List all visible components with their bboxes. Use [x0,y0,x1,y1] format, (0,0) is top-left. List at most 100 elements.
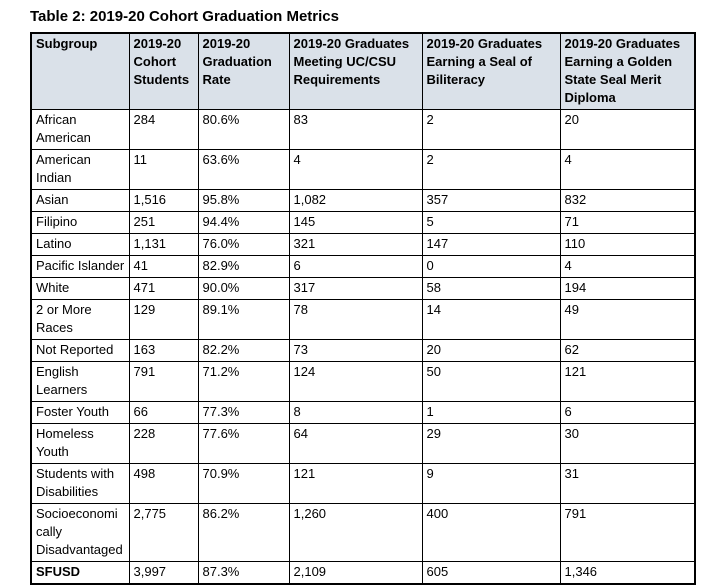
cell-cohort-students: 41 [128,255,199,278]
graduation-metrics-table: Subgroup 2019-20 Cohort Students 2019-20… [30,32,696,585]
cell-golden-state-seal: 1,346 [559,561,696,585]
cell-biliteracy-seal: 5 [421,211,561,234]
cell-uc-csu-graduates: 6 [288,255,423,278]
cell-subgroup: Foster Youth [30,401,130,424]
cell-subgroup: Pacific Islander [30,255,130,278]
cell-golden-state-seal: 791 [559,503,696,562]
col-header-graduation-rate: 2019-20 Graduation Rate [197,32,290,110]
cell-graduation-rate: 77.6% [197,423,290,464]
cell-uc-csu-graduates: 1,260 [288,503,423,562]
cell-cohort-students: 2,775 [128,503,199,562]
cell-golden-state-seal: 62 [559,339,696,362]
cell-uc-csu-graduates: 83 [288,109,423,150]
col-header-subgroup: Subgroup [30,32,130,110]
cell-subgroup: American Indian [30,149,130,190]
cell-biliteracy-seal: 400 [421,503,561,562]
cell-subgroup: Filipino [30,211,130,234]
cell-cohort-students: 471 [128,277,199,300]
table-row: White 471 90.0% 317 58 194 [30,277,696,300]
cell-golden-state-seal: 4 [559,255,696,278]
cell-graduation-rate: 86.2% [197,503,290,562]
cell-golden-state-seal: 31 [559,463,696,504]
cell-biliteracy-seal: 357 [421,189,561,212]
cell-biliteracy-seal: 58 [421,277,561,300]
cell-graduation-rate: 82.9% [197,255,290,278]
table-row: Socioeconomi​cally Disadvantaged 2,775 86.… [30,503,696,562]
table-row: Latino 1,131 76.0% 321 147 110 [30,233,696,256]
cell-golden-state-seal: 6 [559,401,696,424]
cell-cohort-students: 228 [128,423,199,464]
cell-graduation-rate: 82.2% [197,339,290,362]
col-header-seal-of-biliteracy: 2019-20 Graduates Earning a Seal of Bili… [421,32,561,110]
cell-subgroup: SFUSD [30,561,130,585]
cell-biliteracy-seal: 147 [421,233,561,256]
table-title: Table 2: 2019-20 Cohort Graduation Metri… [30,8,339,25]
cell-graduation-rate: 70.9% [197,463,290,504]
table-row: English Learners 791 71.2% 124 50 121 [30,361,696,402]
cell-golden-state-seal: 194 [559,277,696,300]
cell-uc-csu-graduates: 4 [288,149,423,190]
cell-cohort-students: 284 [128,109,199,150]
cell-cohort-students: 1,516 [128,189,199,212]
cell-cohort-students: 1,131 [128,233,199,256]
cell-cohort-students: 3,997 [128,561,199,585]
cell-uc-csu-graduates: 64 [288,423,423,464]
cell-cohort-students: 129 [128,299,199,340]
cell-biliteracy-seal: 50 [421,361,561,402]
cell-biliteracy-seal: 1 [421,401,561,424]
cell-subgroup: Not Reported [30,339,130,362]
cell-cohort-students: 498 [128,463,199,504]
table-row: Pacific Islander 41 82.9% 6 0 4 [30,255,696,278]
cell-biliteracy-seal: 0 [421,255,561,278]
cell-graduation-rate: 63.6% [197,149,290,190]
cell-uc-csu-graduates: 124 [288,361,423,402]
cell-uc-csu-graduates: 1,082 [288,189,423,212]
cell-graduation-rate: 76.0% [197,233,290,256]
table-row: Homeless Youth 228 77.6% 64 29 30 [30,423,696,464]
cell-biliteracy-seal: 2 [421,149,561,190]
cell-golden-state-seal: 110 [559,233,696,256]
cell-graduation-rate: 71.2% [197,361,290,402]
cell-biliteracy-seal: 20 [421,339,561,362]
cell-biliteracy-seal: 605 [421,561,561,585]
cell-uc-csu-graduates: 2,109 [288,561,423,585]
cell-subgroup: Homeless Youth [30,423,130,464]
cell-graduation-rate: 77.3% [197,401,290,424]
table-row: American Indian 11 63.6% 4 2 4 [30,149,696,190]
cell-uc-csu-graduates: 145 [288,211,423,234]
col-header-uc-csu-requirements: 2019-20 Graduates Meeting UC/CSU Require… [288,32,423,110]
table-row: SFUSD 3,997 87.3% 2,109 605 1,346 [30,561,696,585]
cell-golden-state-seal: 71 [559,211,696,234]
table-row: 2 or More Races 129 89.1% 78 14 49 [30,299,696,340]
col-header-cohort-students: 2019-20 Cohort Students [128,32,199,110]
table-row: Students with Disabilities 498 70.9% 121 9 31 [30,463,696,504]
cell-golden-state-seal: 20 [559,109,696,150]
cell-uc-csu-graduates: 121 [288,463,423,504]
cell-subgroup: White [30,277,130,300]
cell-graduation-rate: 94.4% [197,211,290,234]
cell-cohort-students: 66 [128,401,199,424]
table-row: African American 284 80.6% 83 2 20 [30,109,696,150]
cell-golden-state-seal: 30 [559,423,696,464]
cell-subgroup: English Learners [30,361,130,402]
cell-biliteracy-seal: 9 [421,463,561,504]
cell-uc-csu-graduates: 317 [288,277,423,300]
table-row: Filipino 251 94.4% 145 5 71 [30,211,696,234]
cell-golden-state-seal: 832 [559,189,696,212]
cell-cohort-students: 11 [128,149,199,190]
table-body: African American 284 80.6% 83 2 20 American In… [30,109,696,585]
cell-graduation-rate: 80.6% [197,109,290,150]
cell-golden-state-seal: 49 [559,299,696,340]
col-header-golden-state-seal: 2019-20 Graduates Earning a Golden State… [559,32,696,110]
cell-subgroup: 2 or More Races [30,299,130,340]
cell-graduation-rate: 95.8% [197,189,290,212]
cell-biliteracy-seal: 29 [421,423,561,464]
cell-uc-csu-graduates: 78 [288,299,423,340]
cell-graduation-rate: 89.1% [197,299,290,340]
cell-uc-csu-graduates: 8 [288,401,423,424]
cell-graduation-rate: 90.0% [197,277,290,300]
header-row: Subgroup 2019-20 Cohort Students 2019-20… [30,32,696,110]
cell-cohort-students: 251 [128,211,199,234]
cell-uc-csu-graduates: 321 [288,233,423,256]
cell-subgroup: African American [30,109,130,150]
